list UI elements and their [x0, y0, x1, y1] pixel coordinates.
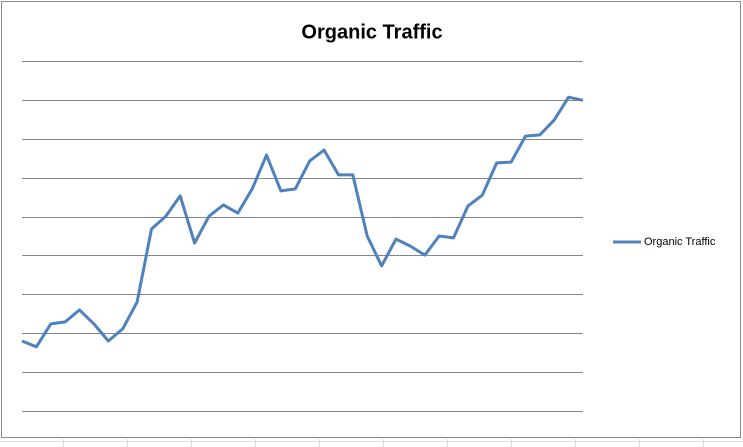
chart-title: Organic Traffic — [301, 21, 442, 43]
legend-label: Organic Traffic — [644, 236, 716, 248]
series-line — [21, 95, 584, 349]
chart-area — [1, 1, 741, 438]
sheet-grid — [0, 439, 743, 447]
plot: Organic Traffic — [21, 61, 716, 412]
